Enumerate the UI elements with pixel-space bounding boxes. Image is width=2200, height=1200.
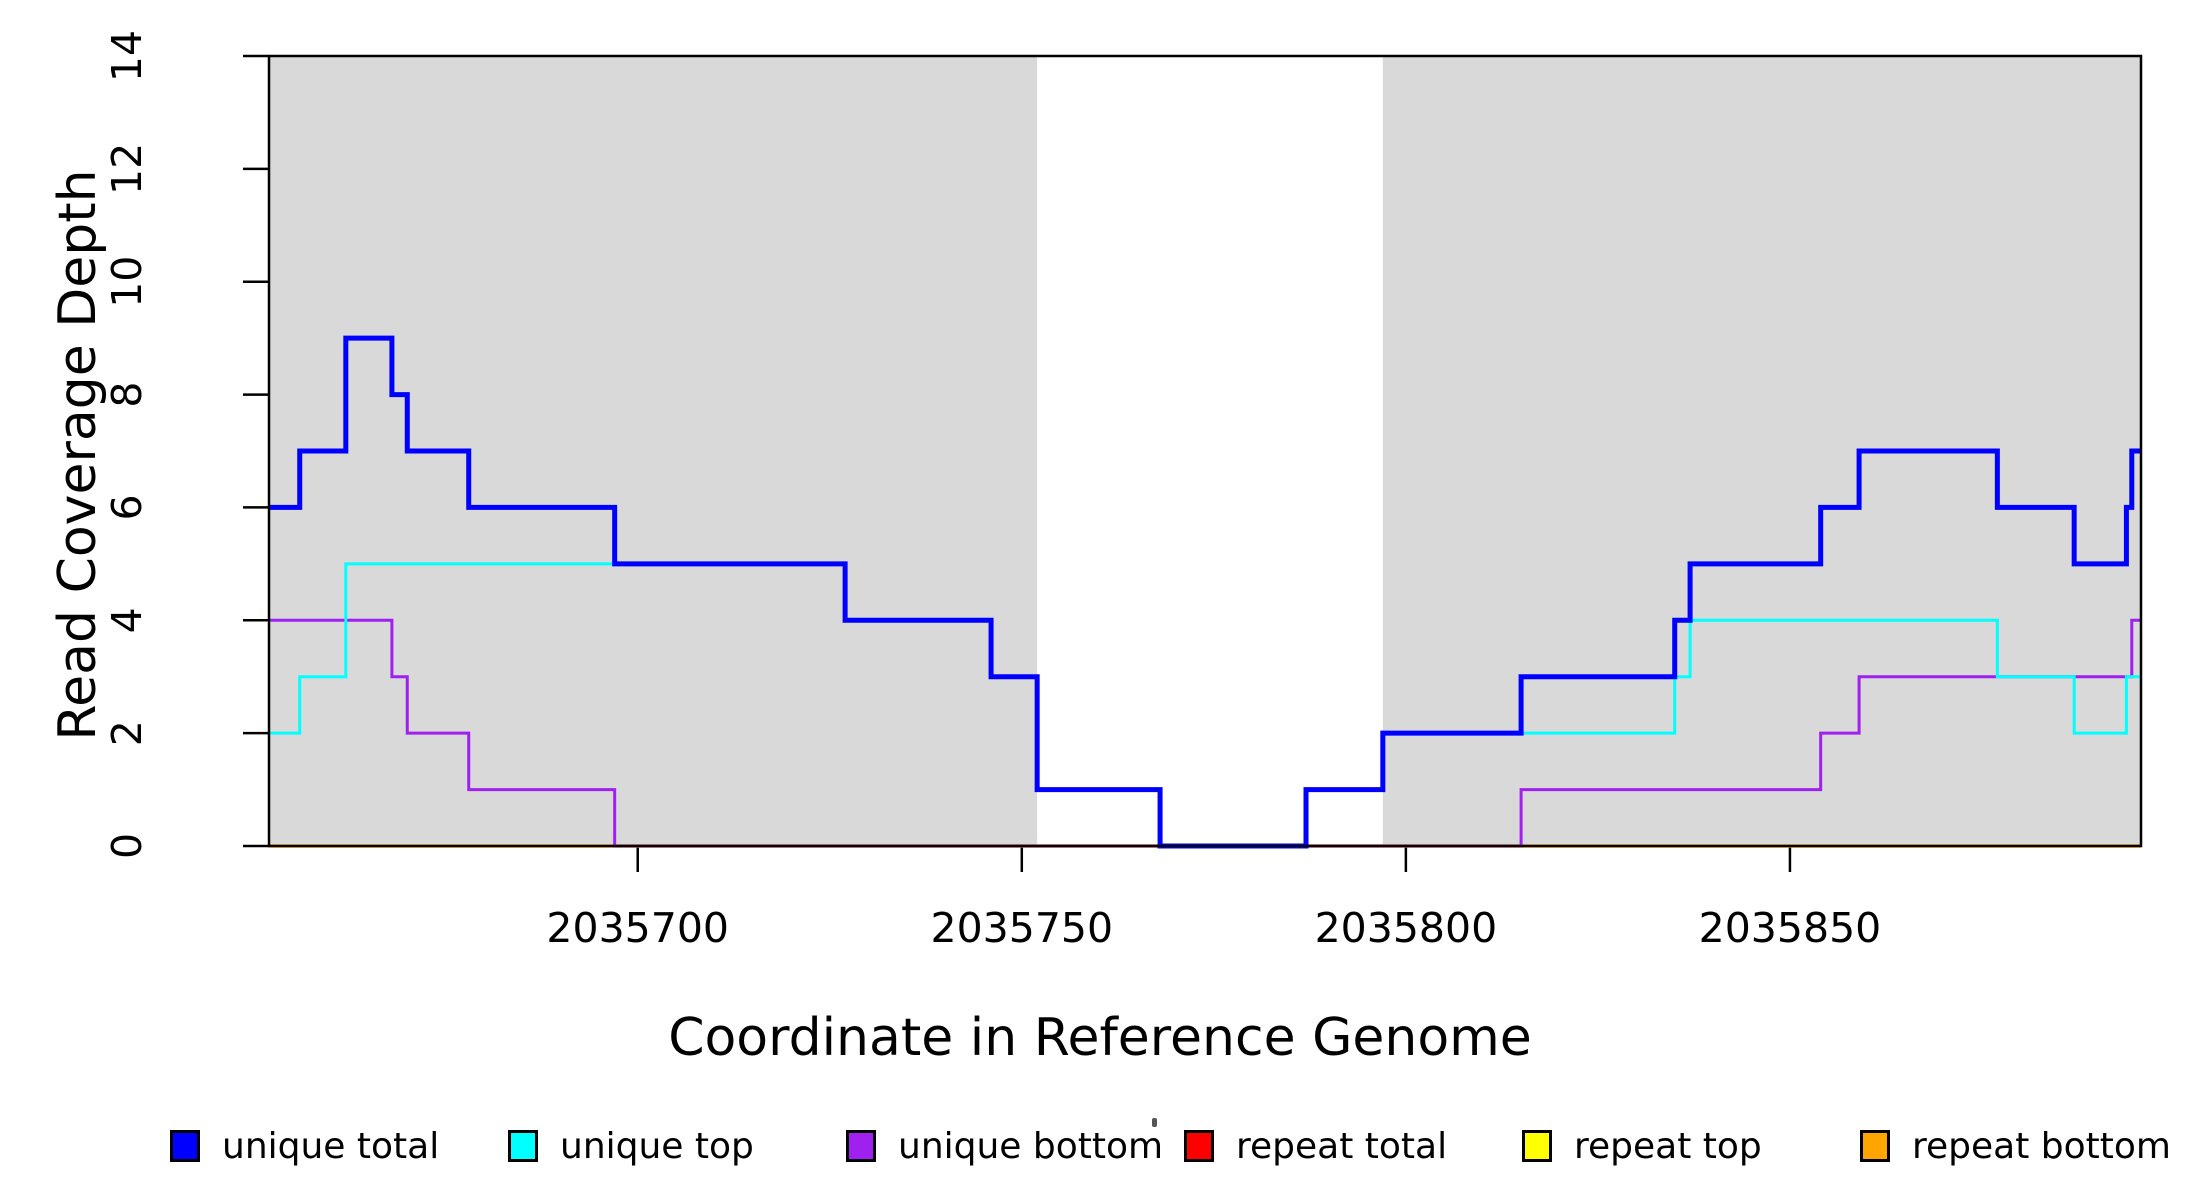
legend-swatch-unique-total [170, 1130, 200, 1162]
legend-swatch-repeat-total [1184, 1130, 1214, 1162]
x-tick-label: 2035800 [1315, 904, 1498, 952]
legend-item-repeat-bottom: repeat bottom [1860, 1120, 2171, 1172]
y-tick-label: 4 [103, 607, 151, 633]
legend-item-repeat-total: repeat total [1184, 1120, 1447, 1172]
y-tick-label: 8 [103, 382, 151, 408]
x-axis-title: Coordinate in Reference Genome [668, 1008, 1532, 1068]
stray-mark [1152, 1118, 1157, 1127]
y-tick-label: 12 [103, 143, 151, 195]
y-tick-label: 2 [103, 720, 151, 746]
legend-item-unique-bottom: unique bottom [846, 1120, 1163, 1172]
y-axis-title: Read Coverage Depth [48, 169, 108, 741]
legend-label: unique total [222, 1125, 440, 1167]
legend-swatch-repeat-top [1522, 1130, 1552, 1162]
series-unique-total [269, 335, 2141, 849]
legend-item-repeat-top: repeat top [1522, 1120, 1762, 1172]
x-tick-label: 2035850 [1699, 904, 1882, 952]
legend-swatch-unique-bottom [846, 1130, 876, 1162]
shaded-region [1382, 56, 2141, 846]
legend-swatch-repeat-bottom [1860, 1130, 1890, 1162]
y-tick-label: 10 [103, 256, 151, 308]
legend-swatch-unique-top [508, 1130, 538, 1162]
legend-label: unique top [560, 1125, 754, 1167]
shaded-region [269, 56, 1038, 846]
y-tick-label: 6 [103, 494, 151, 520]
x-tick-label: 2035700 [546, 904, 729, 952]
y-tick-label: 0 [103, 833, 151, 859]
y-tick-label: 14 [103, 30, 151, 82]
legend: unique total unique top unique bottom repea… [0, 1120, 2200, 1180]
legend-label: repeat bottom [1912, 1125, 2171, 1167]
legend-item-unique-total: unique total [170, 1120, 439, 1172]
legend-label: repeat top [1574, 1125, 1762, 1167]
x-tick-label: 2035750 [930, 904, 1113, 952]
legend-item-unique-top: unique top [508, 1120, 754, 1172]
plot-box [267, 54, 2143, 848]
legend-label: unique bottom [898, 1125, 1164, 1167]
legend-label: repeat total [1236, 1125, 1448, 1167]
